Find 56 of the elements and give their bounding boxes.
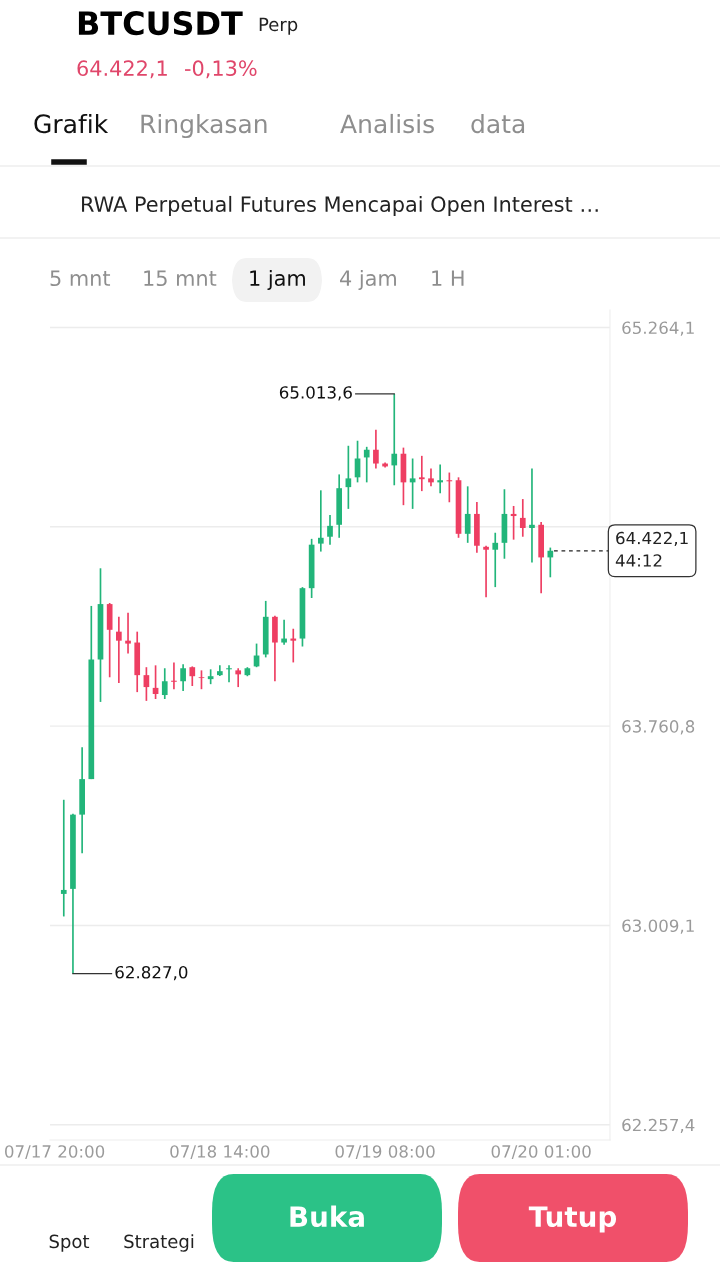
x-tick-label: 07/19 08:00 xyxy=(335,1145,435,1160)
text: data xyxy=(471,113,525,134)
ref-line-label: 64.422,1 44:12 xyxy=(615,531,688,567)
candlestick xyxy=(483,544,489,599)
y-tick-label: 63.760,8 xyxy=(622,720,695,735)
text: Spot xyxy=(49,1234,90,1252)
candlestick xyxy=(60,798,67,918)
text: Tutup xyxy=(528,1206,617,1233)
candlestick xyxy=(492,531,499,588)
candlestick xyxy=(363,445,370,484)
text: Buka xyxy=(290,1205,364,1228)
text: -0,13% xyxy=(185,60,257,79)
candlestick xyxy=(547,546,554,579)
annotation: 62.827,0 xyxy=(115,965,188,981)
text: Ringkasan xyxy=(141,113,267,139)
candlestick xyxy=(235,667,242,688)
text: Strategi xyxy=(124,1234,194,1252)
candlestick xyxy=(226,664,232,684)
text: 4 jam xyxy=(340,269,396,291)
candlestick xyxy=(161,667,168,700)
text: 15 mnt xyxy=(144,270,217,287)
candlestick xyxy=(418,455,425,492)
text: 5 mnt xyxy=(50,270,111,287)
candlestick xyxy=(373,429,379,470)
candlestick xyxy=(125,611,131,655)
text: 1 jam xyxy=(250,269,305,291)
candlestick xyxy=(281,618,287,646)
candlestick xyxy=(519,498,526,538)
candlestick xyxy=(437,463,444,495)
candlestick xyxy=(180,663,186,692)
candlestick xyxy=(345,444,352,510)
y-tick-label: 62.257,4 xyxy=(622,1118,695,1134)
candlestick xyxy=(446,471,453,504)
candlestick xyxy=(198,669,205,691)
candlestick xyxy=(464,485,471,544)
candlestick xyxy=(290,627,297,664)
text: RWA Perpetual Futures Mencapai Open Interest … xyxy=(82,195,598,217)
y-tick-label: 63.009,1 xyxy=(622,919,694,934)
candlestick xyxy=(317,489,324,553)
text: 64.422,1 xyxy=(77,60,167,79)
y-tick-label: 65.264,1 xyxy=(622,321,694,336)
annotation: 65.013,6 xyxy=(279,386,352,401)
x-tick-label: 07/18 14:00 xyxy=(170,1145,270,1160)
chart-title: BTCUSDT xyxy=(78,11,243,36)
candlestick xyxy=(116,615,122,684)
text: Perp xyxy=(259,17,298,35)
candlestick xyxy=(391,393,398,487)
text: Grafik xyxy=(34,113,109,134)
text: 1 H xyxy=(432,270,464,286)
x-tick-label: 07/17 20:00 xyxy=(5,1145,105,1160)
candlestick xyxy=(327,514,333,546)
x-tick-label: 07/20 01:00 xyxy=(491,1145,591,1160)
text: Analisis xyxy=(340,113,434,134)
candlestick xyxy=(171,661,177,691)
candlestick xyxy=(529,467,535,564)
candlestick xyxy=(189,665,196,687)
